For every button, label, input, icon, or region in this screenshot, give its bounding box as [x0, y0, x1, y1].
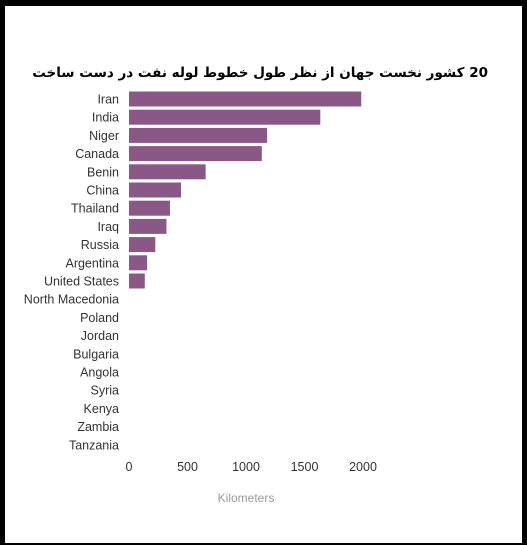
x-axis: 0 500 1000 1500 2000 — [126, 460, 377, 474]
bar — [129, 255, 148, 271]
bars — [129, 91, 362, 289]
category-label: Tanzania — [69, 438, 119, 452]
bar — [129, 200, 170, 216]
bar — [129, 109, 321, 125]
bar — [129, 237, 156, 253]
bar — [129, 218, 167, 234]
category-label: Benin — [87, 165, 119, 179]
x-tick-label: 1000 — [232, 460, 260, 474]
bar — [129, 146, 262, 162]
y-axis: Iran India Niger Canada Benin China Thailand Ir… — [24, 93, 119, 453]
category-label: Argentina — [65, 256, 119, 270]
category-label: China — [86, 184, 119, 198]
x-tick-label: 1500 — [291, 460, 319, 474]
category-label: North Macedonia — [24, 293, 119, 307]
category-label: Jordan — [81, 329, 119, 343]
category-label: Bulgaria — [73, 347, 119, 361]
category-label: Iraq — [97, 220, 119, 234]
category-label: Poland — [80, 311, 119, 325]
category-label: Russia — [81, 238, 119, 252]
category-label: Kenya — [84, 402, 119, 416]
x-tick-label: 2000 — [349, 460, 377, 474]
bar — [129, 127, 268, 143]
category-label: India — [92, 111, 119, 125]
x-axis-title: Kilometers — [218, 491, 275, 505]
category-label: Angola — [80, 366, 119, 380]
x-tick-label: 0 — [126, 460, 133, 474]
x-tick-label: 500 — [177, 460, 198, 474]
chart-title: 20 کشور نخست جهان از نظر طول خطوط لوله ن… — [32, 65, 488, 81]
category-label: Niger — [89, 129, 119, 143]
bar — [129, 273, 145, 289]
category-label: Syria — [91, 384, 120, 398]
category-label: Thailand — [71, 202, 119, 216]
bar — [129, 91, 362, 107]
bar — [129, 182, 182, 198]
category-label: Zambia — [77, 420, 119, 434]
category-label: United States — [44, 275, 119, 289]
category-label: Canada — [75, 147, 119, 161]
bar — [129, 164, 206, 180]
category-label: Iran — [97, 93, 119, 107]
